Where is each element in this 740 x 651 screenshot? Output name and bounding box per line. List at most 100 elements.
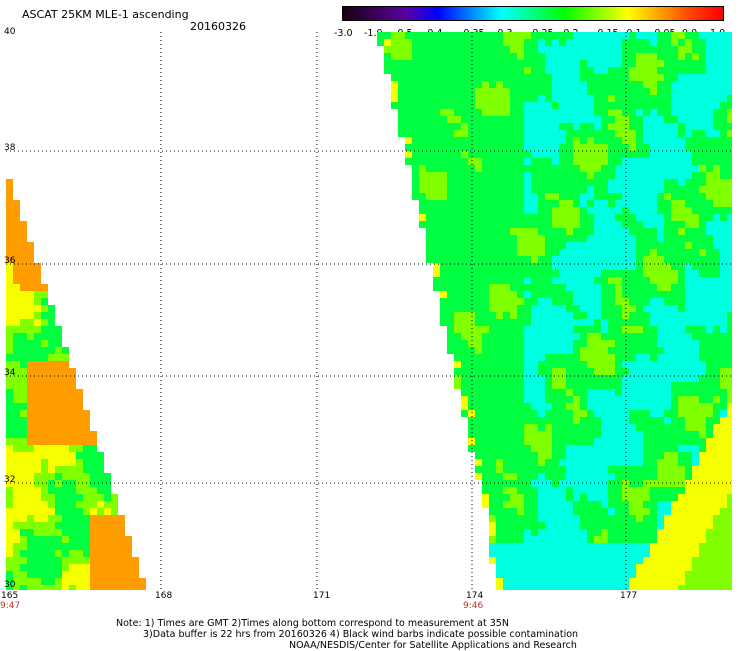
wind-cell [440,67,447,74]
wind-cell [664,396,671,403]
wind-cell [447,88,454,95]
wind-cell [69,543,76,550]
wind-cell [461,32,468,39]
wind-cell [706,522,713,529]
wind-cell [657,200,664,207]
wind-cell [664,361,671,368]
wind-cell [727,242,732,249]
wind-cell [496,123,503,130]
wind-cell [83,564,90,571]
wind-cell [90,501,97,508]
wind-cell [685,564,692,571]
wind-cell [482,417,489,424]
wind-cell [55,431,62,438]
wind-cell [657,473,664,480]
wind-cell [580,431,587,438]
wind-cell [412,53,419,60]
wind-cell [699,53,706,60]
wind-cell [41,340,48,347]
wind-cell [6,256,13,263]
wind-cell [580,578,587,585]
wind-cell [517,487,524,494]
wind-cell [461,67,468,74]
wind-cell [629,200,636,207]
wind-cell [27,431,34,438]
wind-cell [90,557,97,564]
wind-cell [559,585,566,590]
wind-cell [699,361,706,368]
wind-cell [601,333,608,340]
wind-cell [34,431,41,438]
wind-cell [20,480,27,487]
wind-cell [566,445,573,452]
wind-cell [496,445,503,452]
wind-cell [6,508,13,515]
wind-cell [608,557,615,564]
wind-cell [510,249,517,256]
wind-cell [468,116,475,123]
wind-cell [727,396,732,403]
wind-cell [391,102,398,109]
wind-cell [552,88,559,95]
wind-cell [622,571,629,578]
wind-cell [706,158,713,165]
wind-cell [573,193,580,200]
wind-cell [685,578,692,585]
wind-cell [685,312,692,319]
wind-cell [461,88,468,95]
wind-cell [545,200,552,207]
wind-cell [566,410,573,417]
wind-cell [552,508,559,515]
wind-cell [475,242,482,249]
wind-cell [587,585,594,590]
wind-cell [475,368,482,375]
wind-cell [636,550,643,557]
wind-cell [699,578,706,585]
wind-cell [720,249,727,256]
wind-cell [503,466,510,473]
wind-cell [692,424,699,431]
wind-cell [13,207,20,214]
wind-cell [601,508,608,515]
wind-cell [482,291,489,298]
wind-cell [580,382,587,389]
wind-cell [27,473,34,480]
wind-cell [461,193,468,200]
wind-cell [482,494,489,501]
wind-cell [510,81,517,88]
wind-cell [566,522,573,529]
wind-cell [517,81,524,88]
wind-cell [594,207,601,214]
wind-cell [587,81,594,88]
wind-cell [706,256,713,263]
wind-cell [531,207,538,214]
wind-cell [692,515,699,522]
wind-cell [678,67,685,74]
wind-cell [727,501,732,508]
wind-cell [678,438,685,445]
wind-cell [503,60,510,67]
wind-cell [636,354,643,361]
wind-cell [601,536,608,543]
wind-cell [34,571,41,578]
wind-cell [398,32,405,39]
wind-cell [524,410,531,417]
wind-cell [706,452,713,459]
wind-cell [517,326,524,333]
wind-cell [629,277,636,284]
wind-cell [566,53,573,60]
wind-cell [601,529,608,536]
wind-cell [601,39,608,46]
wind-cell [48,382,55,389]
wind-cell [671,158,678,165]
wind-cell [573,116,580,123]
wind-cell [524,242,531,249]
wind-cell [622,354,629,361]
wind-cell [657,487,664,494]
wind-cell [391,32,398,39]
wind-cell [55,382,62,389]
wind-cell [664,263,671,270]
wind-cell [643,214,650,221]
wind-cell [503,298,510,305]
wind-cell [643,340,650,347]
